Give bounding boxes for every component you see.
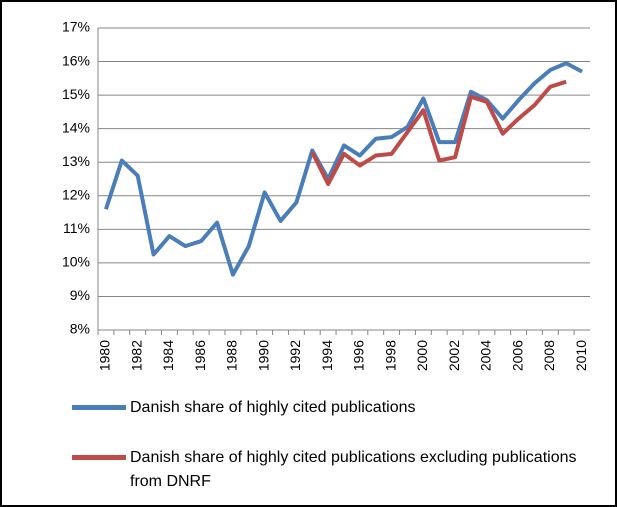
x-tick-label: 2006 — [509, 340, 525, 371]
x-tick-label: 1986 — [192, 340, 208, 371]
x-tick-label: 1992 — [287, 340, 303, 371]
x-tick-label: 2002 — [446, 340, 462, 371]
y-tick-label: 16% — [62, 52, 90, 68]
legend-item: Danish share of highly cited publication… — [72, 396, 590, 420]
y-tick-label: 15% — [62, 86, 90, 102]
x-tick-label: 1980 — [97, 340, 113, 371]
y-tick-label: 11% — [63, 220, 90, 236]
x-tick-label: 1982 — [128, 340, 144, 371]
x-tick-label: 1988 — [224, 340, 240, 371]
x-tick-label: 1996 — [351, 340, 367, 371]
y-tick-label: 8% — [70, 321, 90, 337]
y-tick-label: 17% — [62, 19, 90, 35]
y-tick-label: 9% — [70, 287, 90, 303]
x-tick-label: 1998 — [382, 340, 398, 371]
legend-item: Danish share of highly cited publication… — [72, 446, 590, 494]
x-tick-label: 2000 — [414, 340, 430, 371]
x-tick-label: 2004 — [478, 340, 494, 371]
x-tick-label: 1984 — [160, 340, 176, 371]
series-line — [310, 79, 567, 187]
legend-label: Danish share of highly cited publication… — [130, 399, 416, 416]
series-line — [104, 61, 583, 277]
legend-swatch — [72, 405, 126, 410]
y-tick-label: 14% — [62, 119, 90, 135]
x-tick-label: 1994 — [319, 340, 335, 371]
y-tick-label: 13% — [62, 153, 90, 169]
legend-swatch — [72, 455, 126, 460]
y-tick-label: 12% — [62, 186, 90, 202]
x-tick-label: 1990 — [255, 340, 271, 371]
y-tick-label: 10% — [62, 254, 90, 270]
legend-label: Danish share of highly cited publication… — [130, 449, 577, 490]
x-tick-label: 2008 — [541, 340, 557, 371]
x-tick-label: 2010 — [573, 340, 589, 371]
